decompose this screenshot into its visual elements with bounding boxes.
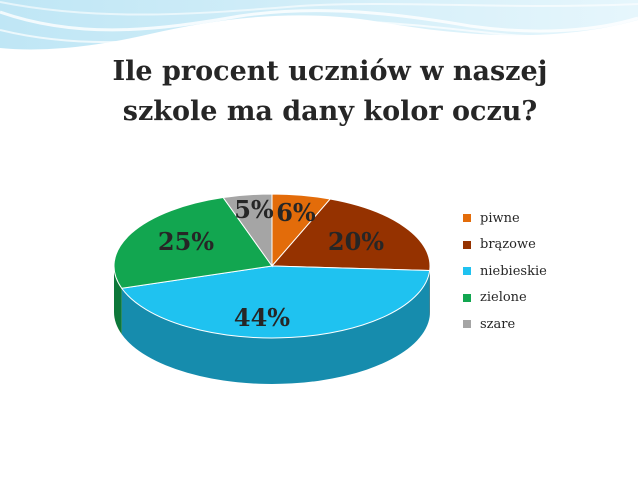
legend-item-piwne: piwne [463,205,547,232]
data-label-niebieskie: 44% [234,303,290,332]
legend-item-brazowe: brązowe [463,232,547,259]
legend-label-niebieskie: niebieskie [480,263,547,279]
legend: piwne brązowe niebieskie zielone szare [463,205,547,338]
chart-title-line-2: szkole ma dany kolor oczu? [122,96,538,127]
legend-item-zielone: zielone [463,285,547,312]
legend-item-niebieskie: niebieskie [463,258,547,285]
legend-swatch-niebieskie [463,267,471,276]
pie-slice-side-zielone [114,266,122,335]
pie-slice-side-niebieskie [121,270,430,385]
chart-title: Ile procent uczniów w naszej szkole ma d… [60,52,600,132]
data-label-szare: 5% [234,195,274,224]
legend-label-piwne: piwne [480,210,520,226]
pie-slice-zielone [113,196,273,289]
pie-slice-brazowe [270,198,431,272]
legend-swatch-piwne [463,214,471,223]
data-label-zielone: 25% [158,227,214,256]
data-label-piwne: 6% [276,198,316,227]
legend-label-zielone: zielone [480,290,527,306]
data-label-brazowe: 20% [328,227,384,256]
legend-swatch-brazowe [463,240,471,249]
legend-label-szare: szare [480,316,516,332]
chart-title-line-1: Ile procent uczniów w naszej [112,56,548,87]
legend-item-szare: szare [463,311,547,338]
legend-swatch-zielone [463,293,471,302]
legend-label-brazowe: brązowe [480,237,536,253]
legend-swatch-szare [463,320,471,329]
pie-slice-szare [222,193,273,268]
pie-slice-niebieskie [120,265,431,339]
